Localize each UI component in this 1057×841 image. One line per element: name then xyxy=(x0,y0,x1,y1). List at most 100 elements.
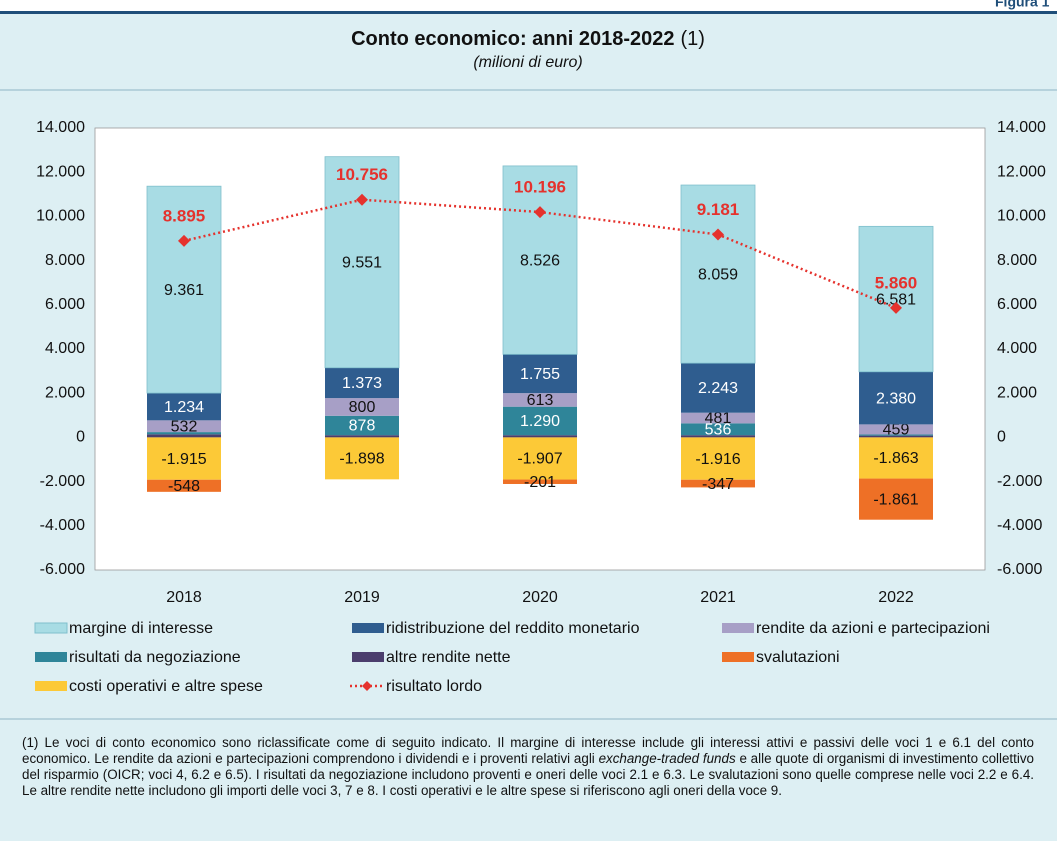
y2-tick-label: 8.000 xyxy=(997,252,1037,269)
y2-tick-label: 14.000 xyxy=(997,119,1046,136)
data-label: 536 xyxy=(705,421,732,438)
legend-marker xyxy=(362,681,372,691)
legend-label: risultati da negoziazione xyxy=(69,649,241,666)
legend-label: risultato lordo xyxy=(386,678,482,695)
y-tick-label: 14.000 xyxy=(36,119,85,136)
legend-label: margine di interesse xyxy=(69,620,213,637)
y2-tick-label: 4.000 xyxy=(997,340,1037,357)
legend-swatch xyxy=(352,623,384,633)
title-note: (1) xyxy=(680,28,704,50)
data-label: 1.373 xyxy=(342,375,382,392)
data-label: -1.916 xyxy=(695,451,740,468)
data-label: 1.755 xyxy=(520,366,560,383)
y-tick-label: -2.000 xyxy=(40,473,85,490)
data-label: 613 xyxy=(527,392,554,409)
bar-segment xyxy=(681,423,755,436)
footnote: (1) Le voci di conto economico sono ricl… xyxy=(22,735,1034,799)
line-label: 5.860 xyxy=(875,273,918,292)
legend-label: costi operativi e altre spese xyxy=(69,678,263,695)
legend-label: svalutazioni xyxy=(756,649,840,666)
y-tick-label: 12.000 xyxy=(36,163,85,180)
bar-segment xyxy=(147,432,221,435)
data-label: -548 xyxy=(168,478,200,495)
legend-swatch xyxy=(352,652,384,662)
x-tick-label: 2021 xyxy=(700,589,736,606)
data-label: 532 xyxy=(171,418,198,435)
data-label: 878 xyxy=(349,418,376,435)
y2-tick-label: 10.000 xyxy=(997,208,1046,225)
y2-tick-label: -2.000 xyxy=(997,473,1042,490)
data-label: 8.059 xyxy=(698,266,738,283)
y2-tick-label: 0 xyxy=(997,429,1006,446)
y-tick-label: 4.000 xyxy=(45,340,85,357)
chart-subtitle: (milioni di euro) xyxy=(473,54,582,71)
bar-segment xyxy=(681,412,755,424)
bar-segment xyxy=(502,165,578,355)
line-label: 8.895 xyxy=(163,206,206,225)
data-label: -1.863 xyxy=(873,450,918,467)
legend-label: altre rendite nette xyxy=(386,649,511,666)
bar-segment xyxy=(147,420,221,433)
bar-segment xyxy=(859,424,933,435)
data-label: 6.581 xyxy=(876,291,916,308)
y-tick-label: 0 xyxy=(76,429,85,446)
bar-segment xyxy=(681,435,755,438)
line-marker xyxy=(178,234,190,247)
bar-segment xyxy=(503,354,577,394)
data-label: -201 xyxy=(524,474,556,491)
line-label: 10.756 xyxy=(336,165,388,184)
line-marker xyxy=(356,193,368,206)
y2-tick-label: 2.000 xyxy=(997,384,1037,401)
line-marker xyxy=(712,228,724,241)
bar-segment xyxy=(859,434,933,436)
data-label: -347 xyxy=(702,476,734,493)
bar-segment xyxy=(325,437,399,480)
bar-segment xyxy=(147,434,221,438)
x-tick-label: 2018 xyxy=(166,589,202,606)
data-label: 1.234 xyxy=(164,399,204,416)
legend-swatch xyxy=(722,623,754,633)
y2-tick-label: 12.000 xyxy=(997,163,1046,180)
data-label: 8.526 xyxy=(520,252,560,269)
data-label: 9.361 xyxy=(164,282,204,299)
y-tick-label: 8.000 xyxy=(45,252,85,269)
bar-segment xyxy=(681,479,755,488)
data-label: 2.380 xyxy=(876,390,916,407)
data-label: -1.898 xyxy=(339,451,384,468)
y-tick-label: 2.000 xyxy=(45,384,85,401)
bar-segment xyxy=(147,479,221,492)
data-label: 2.243 xyxy=(698,380,738,397)
bar-segment xyxy=(325,415,399,436)
title-main: Conto economico: anni 2018-2022 xyxy=(351,28,674,50)
bar-segment xyxy=(324,156,400,369)
bar-segment xyxy=(681,363,755,413)
bar-segment xyxy=(503,435,577,438)
note-italic: exchange-traded funds xyxy=(598,751,736,766)
bar-segment xyxy=(859,371,933,425)
bar-segment xyxy=(325,435,399,438)
line-label: 10.196 xyxy=(514,178,566,197)
y2-tick-label: -6.000 xyxy=(997,561,1042,578)
y-tick-label: -4.000 xyxy=(40,517,85,534)
data-label: 9.551 xyxy=(342,254,382,271)
x-tick-label: 2022 xyxy=(878,589,914,606)
bar-segment xyxy=(680,184,756,364)
line-marker xyxy=(534,206,546,219)
bar-segment xyxy=(503,437,577,480)
y2-tick-label: -4.000 xyxy=(997,517,1042,534)
bar-segment xyxy=(859,435,933,438)
data-label: 1.290 xyxy=(520,413,560,430)
data-label: -1.907 xyxy=(517,451,562,468)
bar-segment xyxy=(503,406,577,436)
legend-label: ridistribuzione del reddito monetario xyxy=(386,620,640,637)
bar-segment xyxy=(325,398,399,416)
x-tick-label: 2019 xyxy=(344,589,380,606)
bar-segment xyxy=(325,367,399,399)
data-label: 459 xyxy=(883,422,910,439)
legend-swatch xyxy=(35,681,67,691)
data-label: 800 xyxy=(349,399,376,416)
bar-segment xyxy=(146,185,222,394)
bar-segment xyxy=(859,437,933,479)
